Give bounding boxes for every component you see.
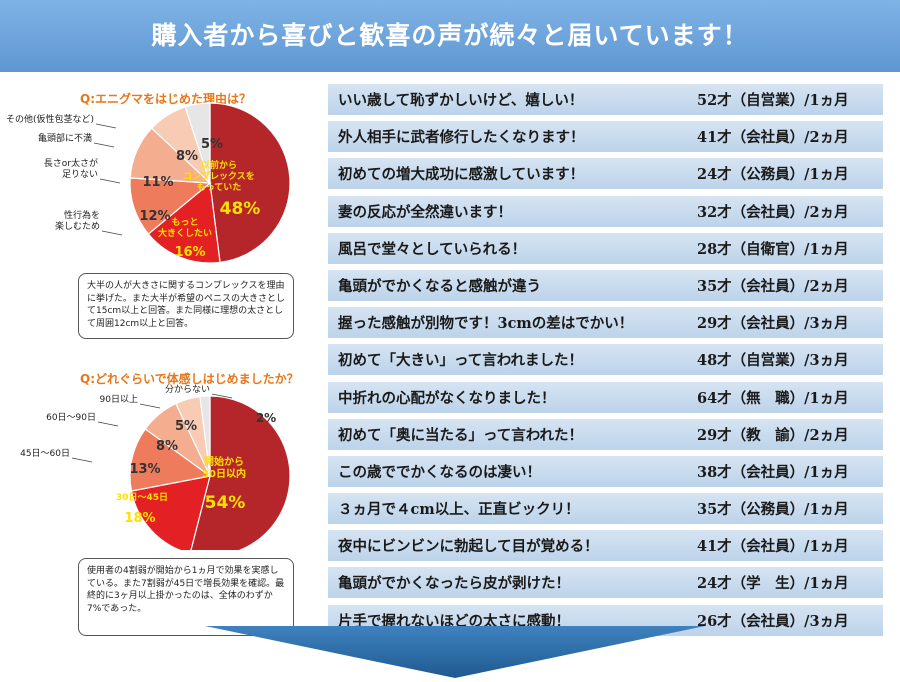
testimonial-row: 亀頭がでかくなったら皮が剥けた！ 24才（学 生）/1ヵ月	[328, 567, 883, 599]
down-arrow-icon	[205, 626, 705, 678]
slice-percent-label: 16%	[174, 245, 205, 260]
testimonial-meta: 32才（会社員）/2ヵ月	[697, 203, 849, 221]
testimonial-meta: 41才（会社員）/1ヵ月	[697, 538, 849, 556]
testimonial-meta: 24才（公務員）/1ヵ月	[697, 166, 849, 184]
slice-percent-label: 48%	[220, 199, 261, 219]
testimonial-meta: 35才（公務員）/1ヵ月	[697, 501, 849, 519]
testimonial-row: 初めて「大きい」って言われました！ 48才（自営業）/3ヵ月	[328, 344, 883, 376]
pie-slice	[130, 475, 211, 550]
pie-slice	[129, 177, 212, 235]
pie-slice	[147, 181, 221, 264]
testimonial-meta: 26才（会社員）/3ヵ月	[697, 612, 849, 630]
pie-slice	[190, 395, 291, 550]
slice-category-label: 90日以上	[100, 394, 138, 405]
slice-percent-label: 5%	[175, 419, 197, 434]
testimonial-meta: 24才（学 生）/1ヵ月	[697, 575, 849, 593]
testimonial-text: いい歳して恥ずかしいけど、嬉しい！	[338, 92, 584, 109]
pie-slice	[199, 395, 211, 477]
slice-category-label: 楽しむため	[55, 220, 100, 232]
leader-line	[97, 421, 119, 427]
slice-percent-label: 8%	[156, 439, 178, 454]
slice-percent-label: 54%	[205, 493, 246, 513]
slice-category-label: 亀頭部に不満	[38, 132, 92, 144]
leader-line	[211, 393, 233, 399]
testimonial-text: 外人相手に武者修行したくなります！	[338, 129, 585, 147]
testimonial-row: 握った感触が別物です！3cmの差はでかい！ 29才（会社員）/3ヵ月	[328, 307, 883, 339]
testimonial-row: 亀頭がでかくなると感触が違う 35才（会社員）/2ヵ月	[328, 269, 883, 301]
testimonial-text: ３ヵ月で４cm以上、正直ビックリ！	[338, 501, 580, 519]
slice-percent-label: 5%	[201, 137, 223, 152]
slice-category-label: 以前から	[201, 159, 237, 171]
slice-category-label: 性行為を	[64, 209, 100, 221]
chart-2-note: 使用者の4割弱が開始から1ヵ月で効果を実感している。また7割弱が45日で増長効果…	[78, 558, 294, 636]
banner-title: 購入者から喜びと歓喜の声が続々と届いています！	[151, 21, 749, 50]
slice-percent-label: 18%	[124, 511, 155, 526]
testimonial-meta: 52才（自営業）/1ヵ月	[697, 92, 849, 109]
testimonial-row: ３ヵ月で４cm以上、正直ビックリ！ 35才（公務員）/1ヵ月	[328, 493, 883, 525]
testimonial-row: 夜中にビンビンに勃起して目が覚める！ 41才（会社員）/1ヵ月	[328, 530, 883, 562]
testimonial-row: 妻の反応が全然違います！ 32才（会社員）/2ヵ月	[328, 195, 883, 227]
testimonial-text: 初めての増大成功に感激しています！	[338, 166, 585, 184]
slice-category-label: その他(仮性包茎など)	[6, 113, 94, 125]
slice-category-label: もっと	[171, 217, 198, 228]
slice-percent-label: 12%	[139, 209, 170, 224]
testimonial-text: 握った感触が別物です！3cmの差はでかい！	[338, 315, 634, 333]
slice-percent-label: 8%	[176, 149, 198, 164]
slice-category-label: 30日〜45日	[116, 492, 168, 503]
testimonial-meta: 35才（会社員）/2ヵ月	[697, 277, 849, 295]
slice-category-label: コンプレックスを	[183, 170, 254, 182]
slice-category-label: 30日以内	[202, 467, 246, 480]
slice-category-label: 60日〜90日	[46, 412, 96, 423]
slice-category-label: 分からない	[165, 384, 210, 395]
testimonial-meta: 28才（自衛官）/1ヵ月	[697, 240, 849, 258]
testimonial-meta: 48才（自営業）/3ヵ月	[697, 352, 849, 370]
testimonial-meta: 38才（会社員）/1ヵ月	[697, 463, 849, 481]
testimonial-meta: 41才（会社員）/2ヵ月	[697, 129, 849, 147]
slice-category-label: 開始から	[204, 455, 244, 468]
slice-percent-label: 11%	[142, 175, 173, 190]
testimonial-row: 中折れの心配がなくなりました！ 64才（無 職）/1ヵ月	[328, 381, 883, 413]
pie-slice	[209, 102, 291, 264]
leader-line	[99, 178, 121, 184]
testimonial-text: 亀頭がでかくなると感触が違う	[338, 277, 541, 295]
testimonial-row: 風呂で堂々としていられる！ 28才（自衛官）/1ヵ月	[328, 232, 883, 264]
testimonial-text: 夜中にビンビンに勃起して目が覚める！	[338, 538, 599, 556]
chart-1-note: 大半の人が大きさに関するコンプレックスを理由に挙げた。また大半が希望のペニスの大…	[78, 273, 294, 339]
testimonial-text: 初めて「奥に当たる」って言われた！	[338, 426, 584, 444]
header-banner: 購入者から喜びと歓喜の声が続々と届いています！	[0, 0, 900, 72]
pie-slice	[129, 428, 212, 492]
leader-line	[93, 142, 115, 148]
pie-slice	[184, 102, 211, 184]
slice-category-label: もっていた	[197, 182, 242, 193]
testimonial-text: 風呂で堂々としていられる！	[338, 240, 527, 258]
testimonial-text: この歳ででかくなるのは凄い！	[338, 463, 541, 481]
testimonial-meta: 29才（教 諭）/2ヵ月	[697, 426, 849, 444]
testimonial-text: 片手で握れないほどの太さに感動！	[338, 612, 570, 630]
leader-line	[139, 403, 161, 409]
chart-2-question: Q:どれぐらいで体感しはじめましたか？	[80, 372, 299, 386]
slice-percent-label: 2%	[256, 411, 276, 425]
testimonial-meta: 29才（会社員）/3ヵ月	[697, 315, 849, 333]
testimonial-row: この歳ででかくなるのは凄い！ 38才（会社員）/1ヵ月	[328, 455, 883, 487]
testimonial-row: 外人相手に武者修行したくなります！ 41才（会社員）/2ヵ月	[328, 121, 883, 153]
testimonial-text: 亀頭がでかくなったら皮が剥けた！	[338, 575, 570, 593]
testimonial-text: 中折れの心配がなくなりました！	[338, 389, 556, 407]
leader-line	[71, 457, 93, 463]
testimonial-text: 初めて「大きい」って言われました！	[338, 352, 584, 370]
slice-category-label: 45日〜60日	[20, 448, 70, 459]
testimonial-row: 初めて「奥に当たる」って言われた！ 29才（教 諭）/2ヵ月	[328, 418, 883, 450]
slice-percent-label: 13%	[129, 462, 160, 477]
slice-category-label: 足りない	[62, 169, 98, 180]
testimonial-row: いい歳して恥ずかしいけど、嬉しい！ 52才（自営業）/1ヵ月	[328, 84, 883, 115]
slice-category-label: 長さor太さが	[44, 157, 98, 169]
testimonial-list: いい歳して恥ずかしいけど、嬉しい！ 52才（自営業）/1ヵ月 外人相手に武者修行し…	[328, 84, 883, 642]
testimonial-row: 初めての増大成功に感激しています！ 24才（公務員）/1ヵ月	[328, 158, 883, 190]
leader-line	[95, 123, 117, 129]
slice-category-label: 大きくしたい	[158, 227, 212, 239]
leader-line	[101, 230, 123, 236]
testimonial-meta: 64才（無 職）/1ヵ月	[697, 389, 849, 407]
testimonial-text: 妻の反応が全然違います！	[338, 203, 512, 221]
